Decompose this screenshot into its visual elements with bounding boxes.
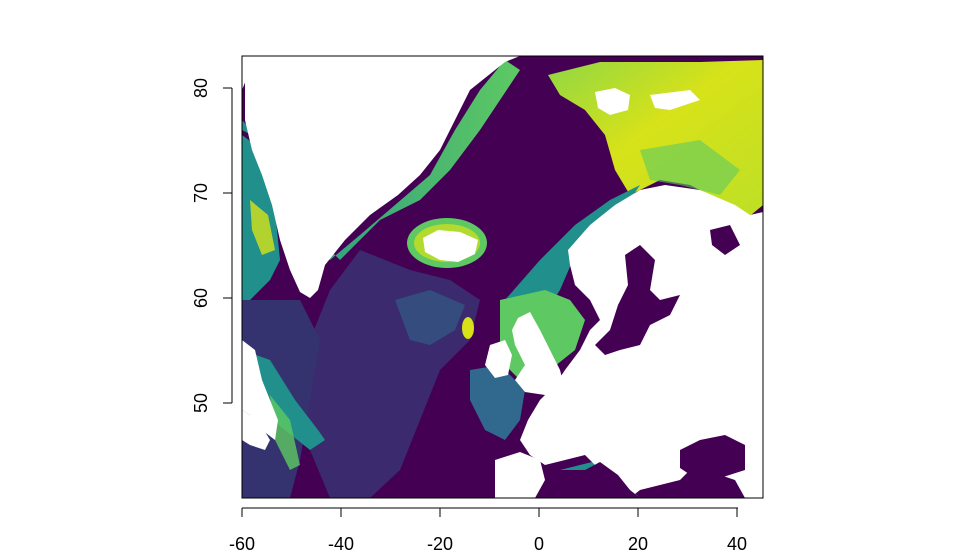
nova-scotia-land (242, 410, 270, 450)
black-sea (680, 435, 745, 478)
iberia-land (495, 452, 545, 498)
us-shelf (242, 350, 325, 450)
y-tick-label: 80 (191, 78, 211, 98)
iceland-land (423, 230, 478, 262)
svalbard-land (595, 88, 630, 115)
white-sea (710, 225, 740, 255)
european-shelf (470, 365, 525, 440)
y-tick-label: 60 (191, 288, 211, 308)
x-tick-label: -60 (229, 534, 255, 554)
y-tick-label: 70 (191, 183, 211, 203)
baltic-sea (595, 245, 680, 355)
barents-inner (640, 140, 740, 195)
x-tick-label: -20 (427, 534, 453, 554)
greenland-shelf (242, 60, 520, 260)
x-tick-label: 0 (534, 534, 544, 554)
north-america-land (242, 340, 278, 440)
ridge-highlight (395, 290, 465, 345)
x-tick-label: 40 (727, 534, 747, 554)
plot-frame (241, 55, 764, 499)
ireland-land (485, 340, 512, 378)
greenland-land (245, 56, 520, 298)
great-britain-land (512, 312, 565, 395)
mediterranean-basin (560, 462, 640, 498)
russia-arctic-land (650, 90, 700, 110)
labrador-bright (250, 200, 275, 255)
y-tick-label: 50 (191, 393, 211, 413)
rockall-bank (462, 317, 474, 339)
x-axis: -60 -40 -20 0 20 40 (229, 507, 747, 554)
x-tick-label: 20 (628, 534, 648, 554)
x-tick-label: -40 (328, 534, 354, 554)
canada-arctic-land (242, 56, 250, 90)
y-axis: 50 60 70 80 (191, 78, 233, 413)
us-shelf-bright (270, 395, 300, 470)
raster-layer (242, 56, 763, 498)
